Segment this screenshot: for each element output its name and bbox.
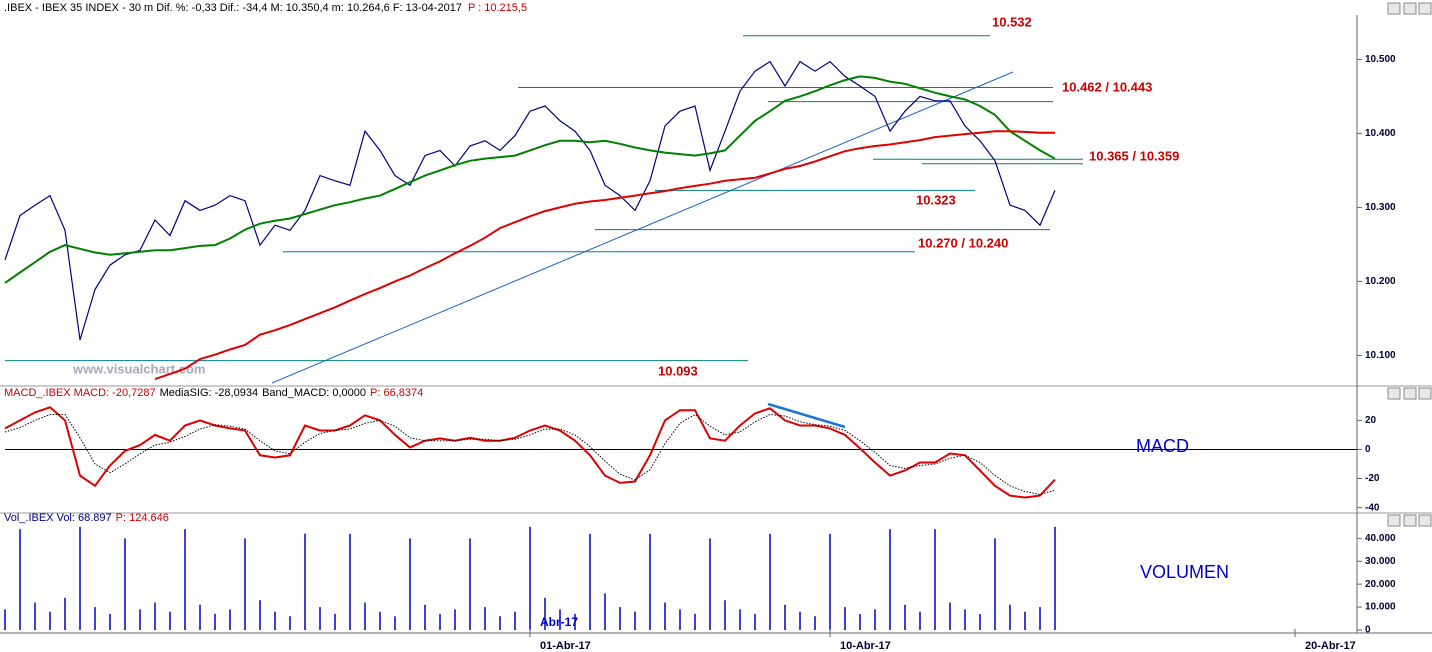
y-tick-label: 0 (1365, 625, 1371, 636)
button[interactable] (1418, 514, 1432, 527)
series-line (4, 413, 1056, 496)
vol-header: Vol_.IBEX Vol: 68.897 P: 124.646 (4, 512, 169, 524)
level-label: 10.270 / 10.240 (918, 235, 1008, 250)
header-text: .IBEX - IBEX 35 INDEX - 30 m Dif. %: -0,… (4, 2, 462, 14)
button[interactable] (1418, 2, 1432, 15)
header-text: MediaSIG: -28,0934 (160, 387, 258, 399)
y-tick-label: 0 (1365, 444, 1371, 455)
button[interactable] (1387, 387, 1401, 400)
level-label: 10.532 (992, 14, 1032, 29)
button[interactable] (1403, 514, 1417, 527)
level-label: 10.323 (916, 192, 956, 207)
button[interactable] (1418, 387, 1432, 400)
panel-label: VOLUMEN (1140, 562, 1229, 582)
panel-buttons (1387, 2, 1432, 527)
month-label: Abr-17 (540, 615, 578, 629)
macd-header: MACD_.IBEX MACD: -20,7287 MediaSIG: -28,0… (4, 387, 423, 399)
button[interactable] (1403, 387, 1417, 400)
y-tick-label: -40 (1365, 502, 1380, 513)
y-tick-label: 10.400 (1365, 128, 1396, 139)
y-tick-label: 10.100 (1365, 350, 1396, 361)
button[interactable] (1387, 514, 1401, 527)
y-tick-label: 30.000 (1365, 556, 1396, 567)
trend-line (271, 71, 1014, 384)
header-text: Band_MACD: 0,0000 (262, 387, 366, 399)
y-tick-label: 10.300 (1365, 202, 1396, 213)
y-tick-label: 10.000 (1365, 602, 1396, 613)
header-price: P : 10.215,5 (468, 2, 527, 14)
y-tick-label: 10.500 (1365, 54, 1396, 65)
x-tick-label: 10-Abr-17 (840, 640, 891, 652)
x-tick-label: 20-Abr-17 (1305, 640, 1356, 652)
level-label: 10.365 / 10.359 (1089, 148, 1179, 163)
header-text: P: 66,8374 (370, 387, 423, 399)
level-label: 10.462 / 10.443 (1062, 79, 1152, 94)
y-tick-label: 40.000 (1365, 533, 1396, 544)
header-text: Vol_.IBEX Vol: 68.897 (4, 512, 112, 524)
panel-label: MACD (1136, 436, 1189, 456)
series-line (154, 130, 1055, 381)
series-line (4, 406, 1056, 499)
y-tick-label: 10.200 (1365, 276, 1396, 287)
header-text: P: 124.646 (116, 512, 169, 524)
y-tick-label: 20.000 (1365, 579, 1396, 590)
button[interactable] (1403, 2, 1417, 15)
price-header: .IBEX - IBEX 35 INDEX - 30 m Dif. %: -0,… (4, 2, 527, 14)
button[interactable] (1387, 2, 1401, 15)
series-line (4, 60, 1056, 341)
y-tick-label: -20 (1365, 473, 1380, 484)
divergence-line (767, 402, 846, 429)
header-text: MACD_.IBEX MACD: -20,7287 (4, 387, 156, 399)
x-tick-label: 01-Abr-17 (540, 640, 591, 652)
series-line (4, 75, 1056, 284)
y-tick-label: 20 (1365, 415, 1377, 426)
level-label: 10.093 (658, 363, 698, 378)
